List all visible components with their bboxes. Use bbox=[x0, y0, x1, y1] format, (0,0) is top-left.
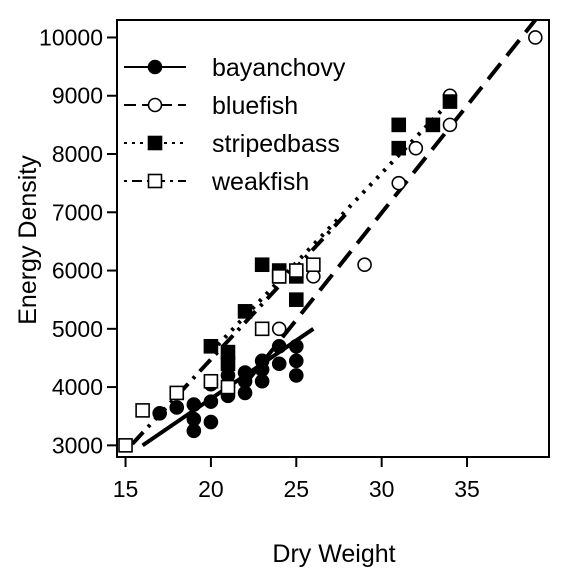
legend-marker-weakfish bbox=[147, 173, 163, 189]
y-tick-label: 7000 bbox=[52, 199, 103, 225]
point-weakfish bbox=[220, 379, 236, 395]
point-weakfish bbox=[254, 321, 270, 337]
y-axis-title: Energy Density bbox=[14, 155, 42, 325]
point-bluefish bbox=[357, 257, 372, 273]
legend-marker-stripedbass bbox=[147, 135, 163, 151]
point-weakfish bbox=[135, 403, 150, 418]
point-stripedbass bbox=[254, 257, 270, 273]
point-bayanchovy bbox=[203, 414, 219, 430]
y-tick-label: 3000 bbox=[52, 432, 103, 458]
legend-marker-bluefish bbox=[147, 97, 163, 113]
point-stripedbass bbox=[391, 117, 407, 133]
legend-label-bayanchovy: bayanchovy bbox=[212, 54, 346, 82]
point-bayanchovy bbox=[169, 400, 185, 415]
x-axis: 15 20 25 30 35 bbox=[113, 457, 480, 502]
fit-line-bluefish bbox=[243, 18, 537, 386]
x-tick-label: 30 bbox=[369, 476, 395, 502]
point-weakfish bbox=[306, 257, 321, 273]
point-bayanchovy bbox=[254, 353, 270, 369]
point-weakfish bbox=[203, 373, 219, 389]
legend-marker-bayanchovy bbox=[147, 59, 163, 75]
point-bayanchovy bbox=[203, 394, 219, 409]
point-bayanchovy bbox=[186, 411, 202, 427]
point-stripedbass bbox=[237, 304, 253, 319]
point-stripedbass bbox=[442, 94, 458, 109]
y-axis: 3000 4000 5000 6000 7000 8000 9000 10000 bbox=[39, 24, 117, 458]
y-tick-label: 5000 bbox=[52, 316, 103, 342]
point-bayanchovy bbox=[237, 365, 253, 380]
point-bluefish bbox=[442, 117, 458, 133]
point-bayanchovy bbox=[288, 368, 304, 383]
point-bayanchovy bbox=[271, 338, 287, 354]
point-weakfish bbox=[118, 438, 133, 453]
y-tick-label: 10000 bbox=[39, 24, 103, 50]
point-bayanchovy bbox=[288, 338, 304, 354]
y-tick-label: 8000 bbox=[52, 141, 103, 167]
point-bayanchovy bbox=[271, 356, 287, 372]
x-tick-label: 35 bbox=[454, 476, 480, 502]
legend-label-bluefish: bluefish bbox=[212, 92, 298, 120]
legend: bayanchovy bluefish stripedbass weakfish bbox=[124, 54, 346, 196]
y-tick-label: 4000 bbox=[52, 374, 103, 400]
y-tick-label: 9000 bbox=[52, 83, 103, 109]
point-weakfish bbox=[288, 263, 304, 278]
point-bayanchovy bbox=[152, 405, 167, 421]
x-tick-label: 15 bbox=[113, 476, 139, 502]
point-bayanchovy bbox=[186, 397, 202, 412]
legend-label-weakfish: weakfish bbox=[211, 168, 309, 196]
point-bluefish bbox=[271, 321, 287, 337]
point-weakfish bbox=[271, 269, 287, 284]
y-tick-label: 6000 bbox=[52, 258, 103, 284]
point-stripedbass bbox=[220, 344, 236, 360]
point-bluefish bbox=[391, 175, 407, 191]
point-stripedbass bbox=[425, 117, 441, 133]
point-stripedbass bbox=[288, 292, 304, 307]
x-tick-label: 25 bbox=[283, 476, 309, 502]
point-stripedbass bbox=[391, 140, 407, 156]
point-bluefish bbox=[528, 30, 543, 45]
legend-label-stripedbass: stripedbass bbox=[212, 130, 340, 158]
point-bluefish bbox=[408, 140, 424, 156]
plot-frame bbox=[116, 19, 550, 458]
data-points bbox=[118, 30, 543, 453]
x-tick-label: 20 bbox=[198, 476, 224, 502]
x-axis-title: Dry Weight bbox=[272, 540, 395, 568]
point-bayanchovy bbox=[288, 353, 304, 369]
point-stripedbass bbox=[203, 338, 219, 354]
point-weakfish bbox=[169, 385, 185, 401]
